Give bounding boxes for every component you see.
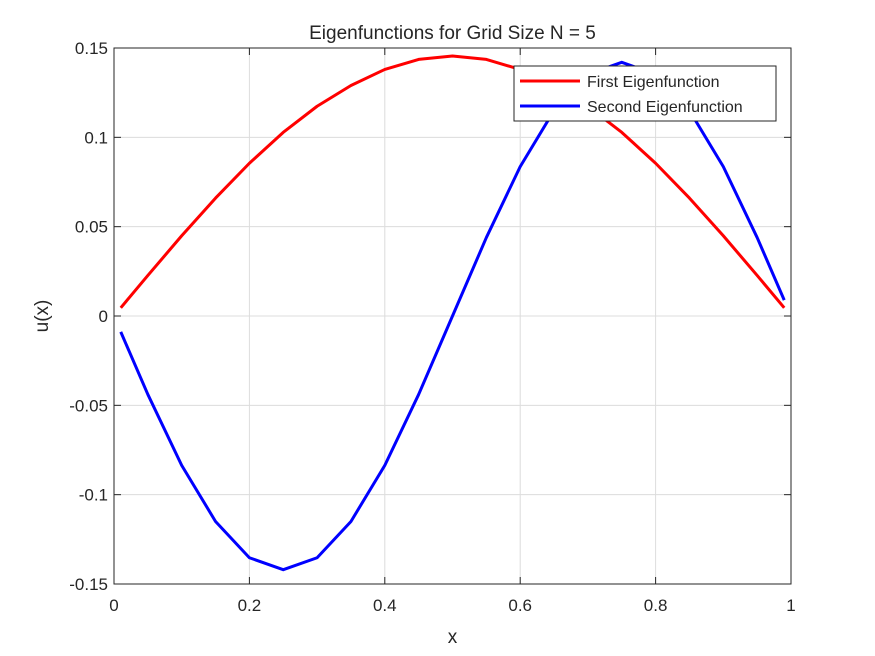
y-tick-label: 0.1 xyxy=(84,128,108,147)
y-tick-label: -0.1 xyxy=(79,486,108,505)
chart-title: Eigenfunctions for Grid Size N = 5 xyxy=(309,23,596,44)
x-tick-label: 0.2 xyxy=(238,596,262,615)
y-tick-label: -0.15 xyxy=(69,575,108,594)
x-tick-label: 0.8 xyxy=(644,596,668,615)
series-line-1 xyxy=(119,54,786,309)
legend: First Eigenfunction Second Eigenfunction xyxy=(513,65,777,122)
x-tick-label: 0.4 xyxy=(373,596,397,615)
y-tick-label: -0.05 xyxy=(69,396,108,415)
y-tick-label: 0 xyxy=(99,307,108,326)
ticks: 0 0.2 0.4 0.6 0.8 1 -0.15 -0.1 -0.05 0 0.05 0.1 0.15 xyxy=(69,39,795,615)
x-axis-label: x xyxy=(448,627,458,648)
x-tick-label: 0 xyxy=(109,596,118,615)
y-tick-label: 0.05 xyxy=(75,218,108,237)
x-tick-label: 1 xyxy=(786,596,795,615)
x-tick-label: 0.6 xyxy=(508,596,532,615)
legend-box xyxy=(513,65,777,122)
legend-label-second: Second Eigenfunction xyxy=(587,99,743,116)
y-axis-label: u(x) xyxy=(32,300,53,333)
legend-label-first: First Eigenfunction xyxy=(587,74,720,91)
y-tick-label: 0.15 xyxy=(75,39,108,58)
